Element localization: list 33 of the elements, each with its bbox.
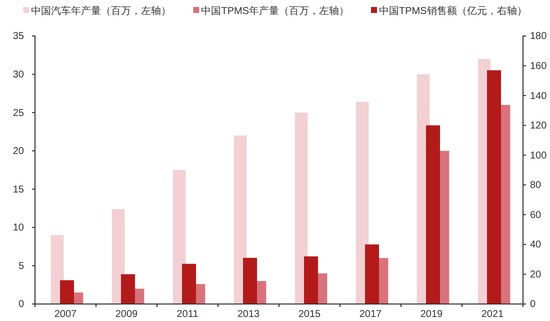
y-tick-label: 25 — [12, 108, 24, 119]
bar — [243, 258, 258, 304]
y-tick-label: 30 — [12, 69, 24, 80]
legend-label: 中国TPMS年产量（百万，左轴） — [201, 5, 349, 17]
bar — [294, 112, 308, 304]
y2-tick-label: 160 — [530, 60, 548, 72]
legend-label: 中国汽车年产量（百万，左轴） — [31, 5, 172, 17]
y2-tick-label: 180 — [530, 31, 548, 42]
y2-tick-label: 120 — [530, 120, 548, 132]
x-tick-label: 2011 — [176, 309, 199, 320]
y2-tick-label: 80 — [530, 180, 542, 192]
x-tick-label: 2015 — [298, 309, 322, 320]
x-tick-label: 2021 — [481, 309, 504, 320]
bar — [182, 264, 196, 304]
x-tick-label: 2019 — [420, 309, 444, 320]
y2-tick-label: 100 — [530, 150, 548, 162]
bar — [234, 136, 247, 304]
x-tick-label: 2009 — [115, 309, 138, 320]
y2-tick-label: 20 — [530, 269, 542, 280]
y-tick-label: 20 — [12, 146, 24, 158]
y-tick-label: 35 — [12, 31, 24, 42]
y-tick-label: 5 — [18, 260, 24, 272]
y-tick-label: 0 — [18, 299, 24, 310]
y-tick-label: 10 — [12, 222, 24, 234]
y2-tick-label: 140 — [530, 90, 548, 102]
x-tick-label: 2017 — [359, 309, 382, 320]
legend-label: 中国TPMS销售额（亿元，右轴） — [379, 5, 527, 17]
y2-tick-label: 0 — [530, 299, 536, 310]
x-tick-label: 2013 — [237, 309, 260, 320]
y2-tick-label: 60 — [530, 210, 542, 221]
y-tick-label: 15 — [12, 184, 24, 196]
y2-tick-label: 40 — [530, 240, 542, 251]
x-tick-label: 2007 — [54, 309, 78, 320]
